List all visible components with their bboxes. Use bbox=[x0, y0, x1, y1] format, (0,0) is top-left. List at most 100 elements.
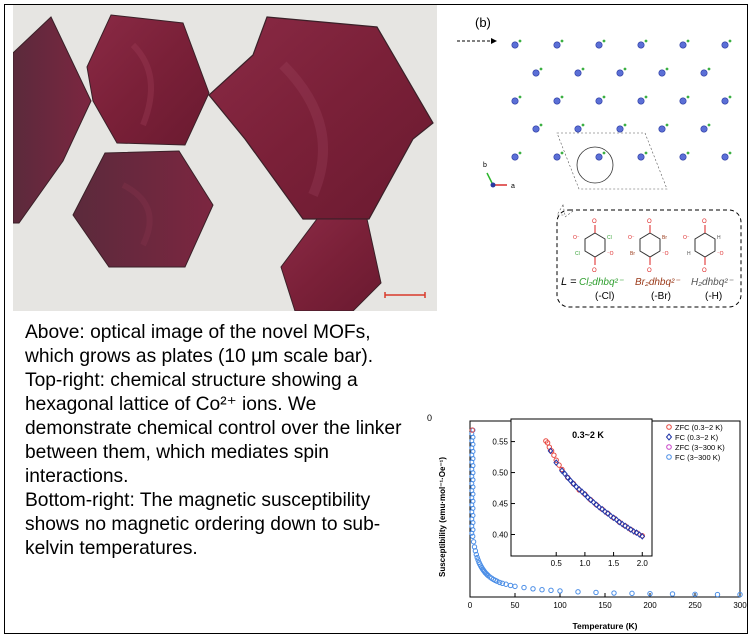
crystal-plate bbox=[72, 150, 214, 268]
linker-suffix: (-H) bbox=[705, 291, 722, 302]
x-tick-label: 300 bbox=[733, 601, 747, 610]
inset-point-fc bbox=[590, 498, 597, 506]
chlorine-atom bbox=[518, 39, 522, 43]
caption-paragraph-structure: Top-right: chemical structure showing a … bbox=[25, 370, 402, 487]
optical-micrograph bbox=[13, 5, 437, 311]
inset-x-tick-label: 0.5 bbox=[551, 559, 563, 568]
legend-marker bbox=[665, 433, 673, 441]
data-point-fc bbox=[611, 590, 617, 596]
chlorine-atom bbox=[560, 39, 564, 43]
cobalt-node bbox=[595, 41, 603, 49]
chlorine-atom bbox=[602, 151, 606, 155]
inset-y-tick-label: 0.45 bbox=[492, 500, 508, 509]
chlorine-atom bbox=[665, 123, 669, 127]
chlorine-atom bbox=[539, 123, 543, 127]
data-point-fc bbox=[530, 586, 536, 592]
inset-point-fc bbox=[582, 490, 588, 498]
inset-point-fc bbox=[602, 508, 608, 515]
chlorine-atom bbox=[707, 67, 711, 71]
inset-point-fc bbox=[564, 474, 571, 481]
cobalt-node bbox=[511, 97, 519, 105]
legend-label: ZFC (0.3~2 K) bbox=[675, 423, 723, 432]
y-axis-title: Susceptibility (emu·mol⁻¹·Oe⁻¹) bbox=[438, 457, 447, 577]
axis-b-label: b bbox=[483, 162, 487, 169]
inset-point-fc bbox=[593, 501, 600, 509]
data-point-fc bbox=[499, 580, 506, 587]
inset-x-tick-label: 2.0 bbox=[637, 559, 649, 568]
chlorine-atom bbox=[728, 95, 732, 99]
data-point-fc bbox=[512, 583, 518, 590]
cobalt-node bbox=[637, 41, 645, 49]
cobalt-node bbox=[721, 153, 729, 161]
svg-text:O: O bbox=[647, 268, 652, 274]
svg-text:Cl: Cl bbox=[575, 251, 580, 257]
cobalt-node bbox=[574, 69, 582, 77]
linker-molecule: O O O⁻ ⁻O Br Br bbox=[628, 219, 669, 274]
figure-caption: Above: optical image of the novel MOFs, … bbox=[25, 321, 415, 561]
axis-a-label: a bbox=[511, 183, 515, 190]
inset-data-points bbox=[543, 438, 646, 540]
chlorine-atom bbox=[539, 67, 543, 71]
svg-text:O: O bbox=[702, 268, 707, 274]
legend-marker bbox=[666, 424, 672, 430]
linker-formula: Cl₂dhbq²⁻ bbox=[579, 277, 624, 288]
figure-frame: (b) a b O O O⁻ ⁻O Cl Cl bbox=[4, 4, 748, 634]
cobalt-node bbox=[553, 153, 561, 161]
inset-point-fc bbox=[633, 529, 640, 537]
cobalt-node bbox=[574, 125, 582, 133]
susceptibility-chart-panel: 0 Temperature (K) Susceptibility (emu·mo… bbox=[423, 407, 747, 633]
svg-text:O⁻: O⁻ bbox=[573, 235, 580, 241]
chlorine-atom bbox=[644, 95, 648, 99]
cobalt-node bbox=[595, 97, 603, 105]
inset-point-fc bbox=[610, 514, 617, 522]
x-tick-label: 250 bbox=[688, 601, 702, 610]
cobalt-node bbox=[532, 69, 540, 77]
data-point-fc bbox=[692, 591, 698, 597]
linker-suffix: (-Cl) bbox=[595, 291, 614, 302]
linker-equation-label: L = bbox=[561, 276, 577, 288]
caption-paragraph-susceptibility: Bottom-right: The magnetic susceptibilit… bbox=[25, 490, 381, 559]
linker-callout-box bbox=[556, 209, 742, 308]
legend-label: ZFC (3~300 K) bbox=[675, 443, 725, 452]
svg-text:O⁻: O⁻ bbox=[683, 235, 690, 241]
inset-point-fc bbox=[579, 488, 585, 496]
svg-text:H: H bbox=[717, 235, 721, 241]
chart-legend: ZFC (0.3~2 K)FC (0.3~2 K)ZFC (3~300 K)FC… bbox=[665, 423, 725, 462]
linker-molecules: O O O⁻ ⁻O Cl Cl O O O⁻ ⁻O Br Br O O O⁻ ⁻O bbox=[573, 219, 724, 274]
inset-point-fc bbox=[570, 480, 577, 488]
legend-label: FC (0.3~2 K) bbox=[675, 433, 719, 442]
cobalt-node bbox=[700, 125, 708, 133]
chlorine-atom bbox=[644, 39, 648, 43]
inset-point-fc bbox=[622, 522, 628, 530]
inset-point-fc bbox=[573, 483, 580, 491]
data-point-fc bbox=[737, 591, 743, 598]
chlorine-atom bbox=[665, 67, 669, 71]
cobalt-node bbox=[721, 97, 729, 105]
data-point-fc bbox=[557, 588, 563, 594]
legend-label: FC (3~300 K) bbox=[675, 453, 721, 462]
chlorine-atom bbox=[686, 95, 690, 99]
inset-title: 0.3~2 K bbox=[572, 430, 604, 440]
svg-text:⁻O: ⁻O bbox=[607, 251, 614, 257]
inset-point-fc bbox=[553, 459, 560, 467]
inset-point-fc bbox=[587, 496, 594, 504]
x-tick-label: 100 bbox=[553, 601, 567, 610]
crystal-plate bbox=[13, 16, 92, 224]
linker-molecule: O O O⁻ ⁻O Cl Cl bbox=[573, 219, 614, 274]
inset-point-zfc bbox=[551, 452, 557, 458]
inset-point-fc bbox=[576, 485, 583, 493]
linker-suffix: (-Br) bbox=[651, 291, 671, 302]
data-point-fc bbox=[548, 587, 554, 594]
inset-point-fc bbox=[567, 477, 574, 484]
inset-point-fc bbox=[584, 493, 591, 501]
data-point-fc bbox=[629, 590, 635, 597]
cobalt-node bbox=[553, 97, 561, 105]
inset-point-fc bbox=[613, 516, 620, 524]
inset-point-fc bbox=[547, 447, 554, 455]
chlorine-atom bbox=[686, 151, 690, 155]
linker-molecule: O O O⁻ ⁻O H H bbox=[683, 219, 724, 274]
chlorine-atom bbox=[518, 151, 522, 155]
cobalt-node bbox=[616, 69, 624, 77]
chlorine-atom bbox=[623, 67, 627, 71]
data-point-fc bbox=[714, 591, 721, 598]
